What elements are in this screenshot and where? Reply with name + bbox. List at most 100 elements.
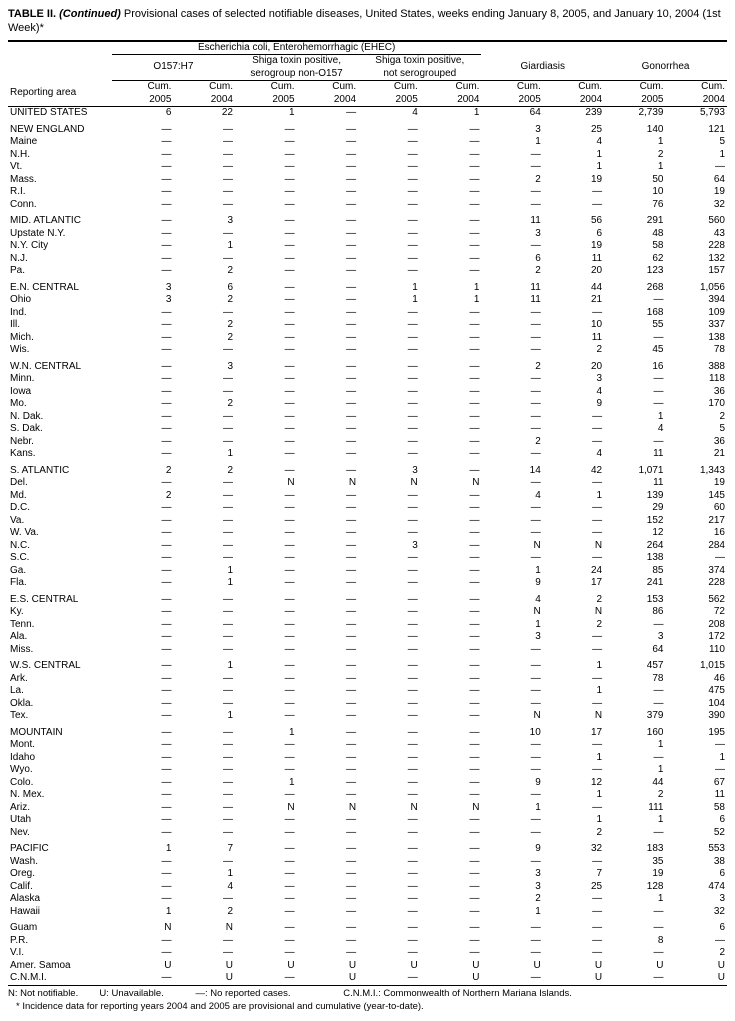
value-cell: 1: [543, 490, 604, 503]
value-cell: —: [420, 843, 482, 856]
value-cell: —: [358, 789, 420, 802]
value-cell: 1: [173, 710, 235, 723]
value-cell: —: [112, 739, 174, 752]
value-cell: 2: [604, 789, 665, 802]
table-row: Mont.————————1—: [8, 739, 727, 752]
value-cell: —: [235, 922, 297, 935]
value-cell: —: [235, 881, 297, 894]
value-cell: 3: [543, 373, 604, 386]
value-cell: —: [358, 149, 420, 162]
value-cell: 9: [481, 577, 542, 590]
value-cell: 17: [543, 577, 604, 590]
value-cell: 9: [481, 843, 542, 856]
value-cell: 2: [173, 294, 235, 307]
value-cell: —: [173, 673, 235, 686]
value-cell: —: [297, 698, 359, 711]
value-cell: —: [235, 294, 297, 307]
value-cell: 291: [604, 215, 665, 228]
value-cell: —: [420, 606, 482, 619]
value-cell: —: [297, 515, 359, 528]
table-row: S. ATLANTIC22——3—14421,0711,343: [8, 465, 727, 478]
value-cell: —: [173, 423, 235, 436]
value-cell: —: [235, 448, 297, 461]
value-cell: —: [112, 710, 174, 723]
value-cell: U: [297, 960, 359, 973]
value-cell: 1: [173, 448, 235, 461]
table-row: R.I.————————1019: [8, 186, 727, 199]
value-cell: —: [235, 344, 297, 357]
value-cell: —: [173, 552, 235, 565]
table-row: W.N. CENTRAL—3————22016388: [8, 361, 727, 374]
table-row: S. Dak.————————45: [8, 423, 727, 436]
value-cell: —: [235, 619, 297, 632]
value-cell: —: [543, 906, 604, 919]
area-cell: Okla.: [8, 698, 112, 711]
value-cell: —: [173, 827, 235, 840]
value-cell: 195: [665, 727, 727, 740]
table-row: C.N.M.I.—U—U—U—U—U: [8, 972, 727, 985]
value-cell: 1: [481, 906, 542, 919]
value-cell: 22: [173, 107, 235, 120]
value-cell: —: [112, 802, 174, 815]
value-cell: —: [173, 594, 235, 607]
value-cell: 64: [665, 174, 727, 187]
value-cell: —: [173, 893, 235, 906]
value-cell: —: [420, 947, 482, 960]
cum-2005-header: Cum.2005: [358, 81, 420, 107]
value-cell: —: [297, 868, 359, 881]
value-cell: U: [420, 960, 482, 973]
value-cell: —: [297, 502, 359, 515]
value-cell: —: [112, 502, 174, 515]
value-cell: —: [235, 843, 297, 856]
value-cell: —: [297, 594, 359, 607]
area-cell: R.I.: [8, 186, 112, 199]
value-cell: —: [358, 423, 420, 436]
table-row: Fla.—1————917241228: [8, 577, 727, 590]
value-cell: U: [173, 972, 235, 985]
value-cell: 20: [543, 265, 604, 278]
value-cell: —: [297, 465, 359, 478]
value-cell: 11: [481, 282, 542, 295]
value-cell: 6: [665, 868, 727, 881]
value-cell: —: [235, 253, 297, 266]
value-cell: —: [358, 631, 420, 644]
area-cell: PACIFIC: [8, 843, 112, 856]
value-cell: —: [235, 386, 297, 399]
area-cell: Amer. Samoa: [8, 960, 112, 973]
value-cell: —: [112, 319, 174, 332]
value-cell: —: [235, 373, 297, 386]
value-cell: —: [173, 136, 235, 149]
area-cell: C.N.M.I.: [8, 972, 112, 985]
value-cell: —: [358, 411, 420, 424]
area-cell: UNITED STATES: [8, 107, 112, 120]
value-cell: —: [297, 881, 359, 894]
value-cell: —: [112, 856, 174, 869]
value-cell: —: [543, 673, 604, 686]
value-cell: —: [112, 565, 174, 578]
value-cell: 388: [665, 361, 727, 374]
area-cell: Nebr.: [8, 436, 112, 449]
value-cell: 2: [543, 594, 604, 607]
value-cell: —: [481, 752, 542, 765]
value-cell: 42: [543, 465, 604, 478]
value-cell: —: [235, 361, 297, 374]
value-cell: —: [420, 448, 482, 461]
value-cell: —: [112, 332, 174, 345]
value-cell: —: [358, 527, 420, 540]
value-cell: —: [481, 186, 542, 199]
value-cell: —: [420, 881, 482, 894]
value-cell: 11: [481, 294, 542, 307]
value-cell: 29: [604, 502, 665, 515]
area-cell: W.S. CENTRAL: [8, 660, 112, 673]
value-cell: 11: [665, 789, 727, 802]
value-cell: —: [543, 527, 604, 540]
value-cell: 2: [543, 827, 604, 840]
value-cell: —: [358, 136, 420, 149]
table-row: Calif.—4————325128474: [8, 881, 727, 894]
table-row: Idaho———————1—1: [8, 752, 727, 765]
table-row: Amer. SamoaUUUUUUUUUU: [8, 960, 727, 973]
value-cell: —: [112, 764, 174, 777]
value-cell: 562: [665, 594, 727, 607]
value-cell: —: [235, 186, 297, 199]
area-cell: Va.: [8, 515, 112, 528]
